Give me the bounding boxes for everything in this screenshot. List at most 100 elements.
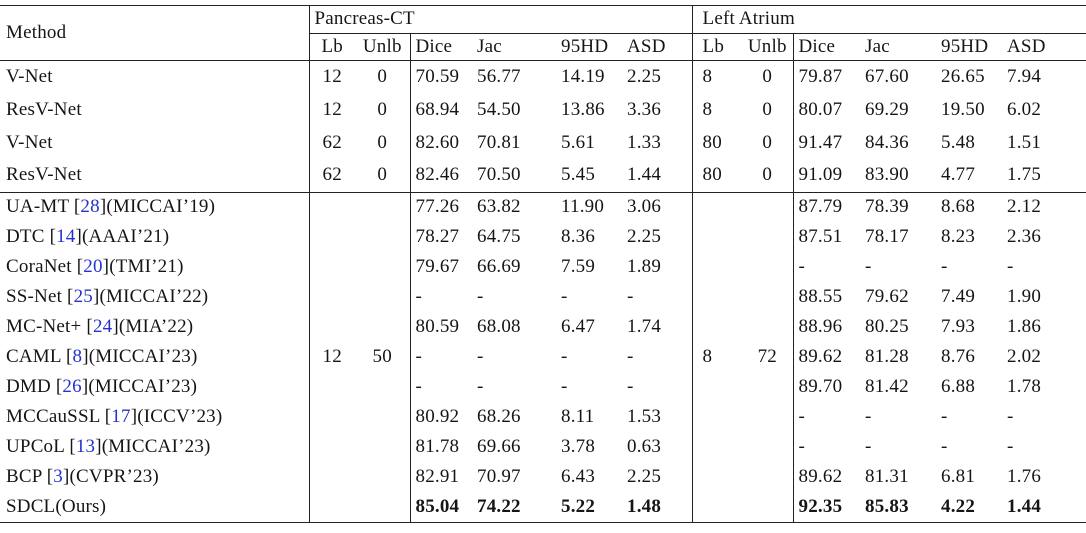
metric-cell: 1.76 [1007,466,1042,488]
metric-cell: 3.78 [561,436,596,458]
metric-cell: 1.89 [627,256,662,278]
citation-link[interactable]: 17 [111,406,131,428]
metric-cell: 80.92 [409,402,472,433]
metric-cell: 85.83 [865,495,909,517]
citation-link[interactable]: 24 [92,316,113,338]
metric-cell: 8.36 [561,226,596,248]
metric-cell: - [941,436,948,458]
metric-cell: 78.17 [865,226,909,248]
metric-cell: - [561,376,568,398]
table-row: CAML [8](MICCAI’23) - - - -89.62 81.28 8.76 2.0… [0,342,1086,373]
metric-cell: 3.06 [627,196,662,218]
metric-cell: - [941,406,948,428]
metric-cell: 92.35 [792,492,861,523]
metric-cell: 70.81 [477,131,521,153]
metric-cell: 1.33 [627,131,662,153]
metric-cell: - [1007,256,1014,278]
metric-cell: 68.08 [477,316,521,338]
method-cell: BCP [3](CVPR’23) [0,462,310,493]
metric-cell: 5.22 [561,495,596,517]
citation-link[interactable]: 13 [75,436,96,458]
metric-cell: 79.62 [865,286,909,308]
metric-cell: - [627,376,634,398]
metric-cell: 67.60 [865,65,909,87]
metric-cell: 78.27 [409,222,472,253]
metric-cell: 89.70 [792,372,861,403]
table-row: ResV-Net 12 0 68.94 54.50 13.86 3.36 8 0 80.07 69.… [0,93,1086,127]
method-cell: SS-Net [25](MICCAI’22) [0,282,310,313]
labeled-count-cell: 12 [322,346,342,368]
col-header-pancreas-dice: Dice [409,33,472,61]
citation-link[interactable]: 28 [80,196,100,218]
method-cell: ResV-Net [0,93,310,127]
method-cell: CoraNet [20](TMI’21) [0,252,310,283]
method-cell: ResV-Net [0,159,310,193]
metric-cell: - [409,282,472,313]
unlabeled-count-cell: 0 [762,131,773,153]
table-row: V-Net 12 0 70.59 56.77 14.19 2.25 8 0 79.87 67.60 2… [0,60,1086,94]
metric-cell: 2.25 [627,466,662,488]
metric-cell: 5.45 [556,159,622,193]
col-header-pancreas-jac: Jac [472,33,556,61]
metric-cell: 19.50 [941,98,985,120]
citation-link[interactable]: 8 [72,346,83,368]
citation-link[interactable]: 14 [56,226,76,248]
metric-cell: 88.96 [792,312,861,343]
metric-cell: - [561,346,568,368]
metric-cell: 81.28 [865,346,909,368]
metric-cell: - [627,346,634,368]
metric-cell: 87.51 [792,222,861,253]
metric-cell: 89.62 [792,462,861,493]
metric-cell: - [477,376,484,398]
metric-cell: 6.81 [941,466,976,488]
metric-cell: 7.93 [941,316,976,338]
metric-cell: - [1007,436,1014,458]
metric-cell: 64.75 [477,226,521,248]
method-cell: DTC [14](AAAI’21) [0,222,310,253]
metric-cell: 78.39 [865,196,909,218]
table-row: DTC [14](AAAI’21) 78.27 64.75 8.36 2.25 87.51… [0,222,1086,253]
metric-cell: 2.25 [627,65,662,87]
citation-link[interactable]: 25 [73,286,93,308]
metric-cell: 88.55 [792,282,861,313]
metric-cell: 5.48 [941,131,976,153]
metric-cell: 70.50 [472,159,556,193]
results-table: Method Pancreas-CT Left Atrium Lb Unlb D… [0,5,1086,523]
metric-cell: 7.94 [1007,65,1042,87]
metric-cell: 87.79 [792,192,861,223]
metric-cell: 1.51 [1007,131,1042,153]
citation-link[interactable]: 20 [83,256,103,278]
citation-link[interactable]: 3 [53,466,63,488]
unlabeled-count-cell: 0 [355,159,410,193]
labeled-count-cell: 8 [691,60,743,94]
metric-cell: 89.62 [792,342,861,373]
method-cell: UA-MT [28](MICCAI’19) [0,192,310,223]
unlabeled-count-cell: 0 [762,65,773,87]
metric-cell: 1.44 [1007,495,1042,517]
metric-cell: 0.63 [627,436,662,458]
metric-cell: 74.22 [477,495,521,517]
metric-cell: - [477,286,484,308]
metric-cell: 8.76 [941,346,976,368]
table-row: MC-Net+ [24](MIA’22) 80.59 68.08 6.47 1.74 88… [0,312,1086,343]
unlabeled-count-cell: 0 [377,65,388,87]
metric-cell: 8.68 [941,196,976,218]
col-header-pancreas-asd: ASD [622,33,693,61]
metric-cell: 81.78 [409,432,472,463]
group-header-pancreas-ct: Pancreas-CT [309,5,693,34]
metric-cell: 5.61 [561,131,596,153]
col-header-method: Method [0,5,310,61]
unlabeled-count-cell: 0 [762,98,773,120]
labeled-count-cell: 80 [691,159,743,193]
citation-link[interactable]: 26 [62,376,82,398]
col-header-la-jac: Jac [860,33,937,61]
table-header: Method Pancreas-CT Left Atrium Lb Unlb D… [0,5,1086,61]
metric-cell: - [477,346,484,368]
labeled-count-cell: 8 [691,93,743,127]
metric-cell: 8.23 [941,226,976,248]
metric-cell: 80.59 [409,312,472,343]
metric-cell: 26.65 [941,65,985,87]
metric-cell: 1.86 [1007,316,1042,338]
metric-cell: 77.26 [409,192,472,223]
